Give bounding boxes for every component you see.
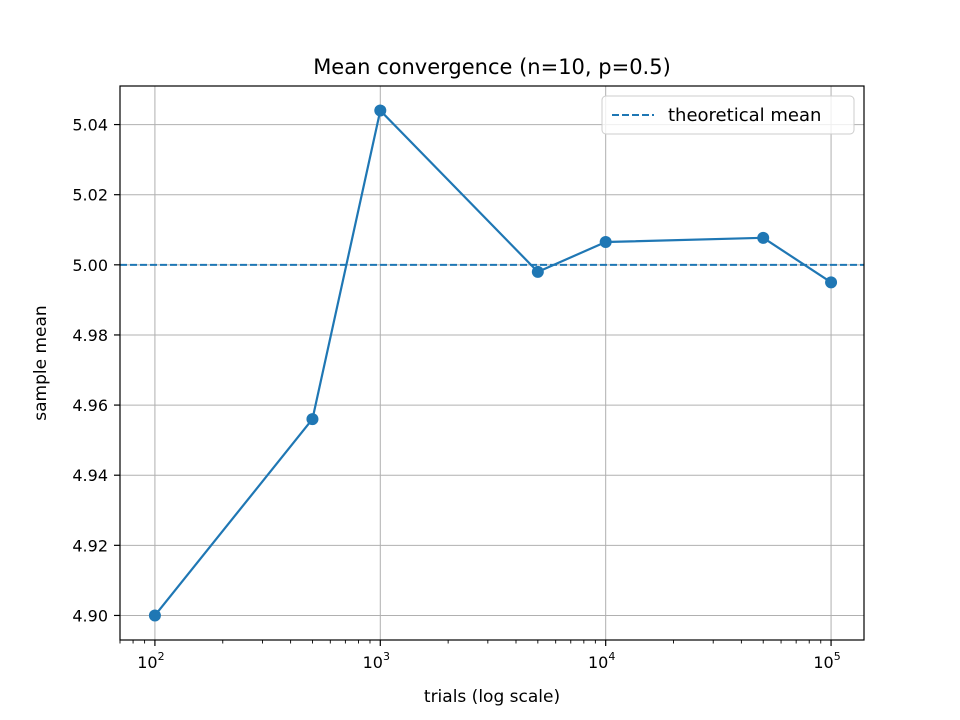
data-point [825,276,838,289]
y-tick-label: 4.90 [72,606,108,625]
data-point [599,236,612,249]
y-tick-label: 5.04 [72,116,108,135]
data-point [148,609,161,622]
x-tick-label: 104 [588,650,615,672]
legend-box [601,95,855,135]
data-point [374,104,387,117]
data-point [757,231,770,244]
y-tick-label: 4.98 [72,326,108,345]
y-ticks: 4.90 4.92 4.94 4.96 4.98 5.00 5.02 5.04 [72,116,120,625]
y-axis-label: sample mean [31,305,51,420]
y-tick-label: 5.00 [72,256,108,275]
series [148,104,838,622]
plot-area-frame [119,85,865,641]
y-tick-label: 4.92 [72,536,108,555]
minor-ticks [119,640,822,644]
legend-label: theoretical mean [668,105,821,126]
y-tick-label: 4.94 [72,466,108,485]
legend: theoretical mean [601,95,855,135]
x-tick-label: 102 [137,650,164,672]
y-tick-label: 4.96 [72,396,108,415]
chart-title: Mean convergence (n=10, p=0.5) [313,55,671,79]
data-point [306,413,319,426]
y-tick-label: 5.02 [72,186,108,205]
x-axis-label: trials (log scale) [424,687,560,707]
x-tick-label: 105 [813,650,840,672]
x-ticks: 102 103 104 105 [137,640,841,672]
data-point [531,265,544,278]
x-tick-label: 103 [363,650,390,672]
